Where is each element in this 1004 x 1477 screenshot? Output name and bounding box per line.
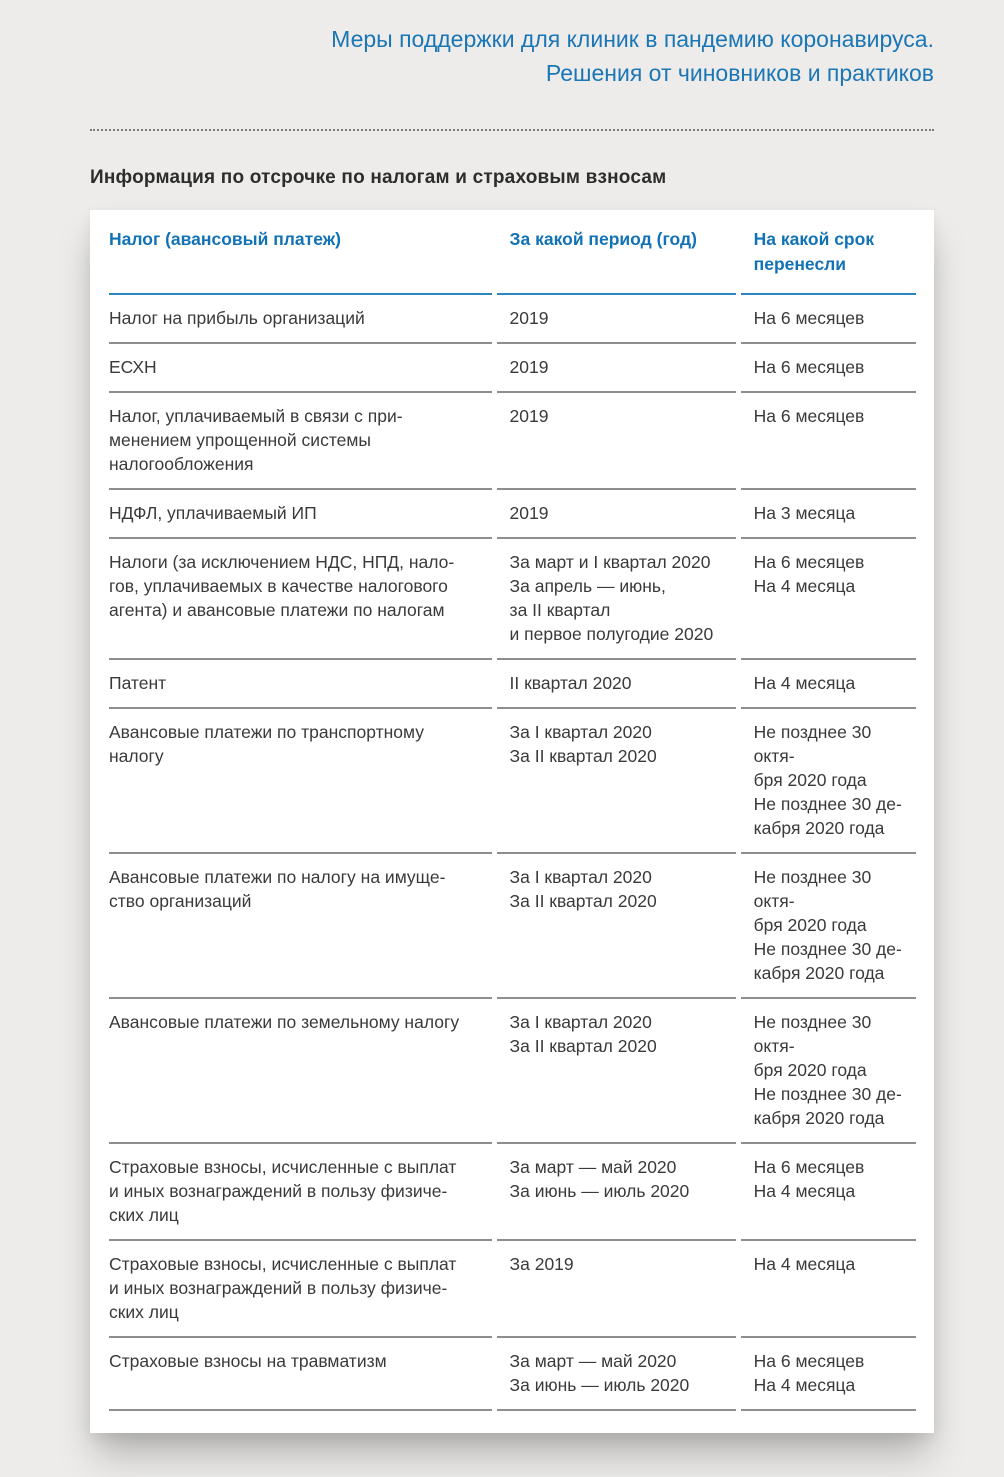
cell-term: На 6 месяцев На 4 месяца	[740, 539, 916, 660]
dotted-divider	[90, 129, 934, 131]
cell-period: За март — май 2020 За июнь — июль 2020	[496, 1338, 736, 1411]
cell-period: За март и I квартал 2020 За апрель — июн…	[496, 539, 736, 660]
cell-period: За I квартал 2020 За II квартал 2020	[496, 999, 736, 1144]
cell-term: Не позднее 30 октя- бря 2020 года Не поз…	[740, 709, 916, 854]
cell-tax: Страховые взносы на травматизм	[109, 1338, 492, 1411]
cell-tax: Налог, уплачиваемый в связи с при- менен…	[109, 393, 492, 490]
table-row: Страховые взносы, исчисленные с выплат и…	[109, 1144, 916, 1241]
cell-period: За I квартал 2020 За II квартал 2020	[496, 709, 736, 854]
cell-period: За I квартал 2020 За II квартал 2020	[496, 854, 736, 999]
cell-tax: Патент	[109, 660, 492, 709]
table-row: Страховые взносы, исчисленные с выплат и…	[109, 1241, 916, 1338]
table-row: ЕСХН 2019 На 6 месяцев	[109, 344, 916, 393]
cell-term: Не позднее 30 октя- бря 2020 года Не поз…	[740, 999, 916, 1144]
cell-period: II квартал 2020	[496, 660, 736, 709]
cell-term: На 6 месяцев	[740, 393, 916, 490]
table-row: Налог на прибыль организаций 2019 На 6 м…	[109, 295, 916, 344]
table-card: Налог (авансовый платеж) За какой период…	[90, 210, 934, 1433]
table-row: Налоги (за исключением НДС, НПД, нало- г…	[109, 539, 916, 660]
table-row: Авансовые платежи по земельному налогу З…	[109, 999, 916, 1144]
table-header-row: Налог (авансовый платеж) За какой период…	[109, 224, 916, 295]
cell-term: На 6 месяцев	[740, 295, 916, 344]
table-row: НДФЛ, уплачиваемый ИП 2019 На 3 месяца	[109, 490, 916, 539]
cell-period: 2019	[496, 295, 736, 344]
table-row: Страховые взносы на травматизм За март —…	[109, 1338, 916, 1411]
cell-tax: ЕСХН	[109, 344, 492, 393]
cell-tax: Страховые взносы, исчисленные с выплат и…	[109, 1144, 492, 1241]
cell-period: За 2019	[496, 1241, 736, 1338]
column-header-term: На какой срок перенесли	[740, 224, 916, 295]
cell-tax: Налог на прибыль организаций	[109, 295, 492, 344]
table-row: Авансовые платежи по налогу на имуще- ст…	[109, 854, 916, 999]
cell-term: На 6 месяцев На 4 месяца	[740, 1144, 916, 1241]
cell-period: 2019	[496, 344, 736, 393]
cell-tax: Налоги (за исключением НДС, НПД, нало- г…	[109, 539, 492, 660]
cell-term: Не позднее 30 октя- бря 2020 года Не поз…	[740, 854, 916, 999]
tax-deferral-table: Налог (авансовый платеж) За какой период…	[104, 224, 921, 1411]
cell-period: За март — май 2020 За июнь — июль 2020	[496, 1144, 736, 1241]
cell-tax: Страховые взносы, исчисленные с выплат и…	[109, 1241, 492, 1338]
document-title: Меры поддержки для клиник в пандемию кор…	[331, 26, 934, 86]
cell-tax: Авансовые платежи по земельному налогу	[109, 999, 492, 1144]
table-row: Налог, уплачиваемый в связи с при- менен…	[109, 393, 916, 490]
cell-term: На 6 месяцев На 4 месяца	[740, 1338, 916, 1411]
column-header-period: За какой период (год)	[496, 224, 736, 295]
column-header-tax: Налог (авансовый платеж)	[109, 224, 492, 295]
cell-term: На 4 месяца	[740, 1241, 916, 1338]
cell-term: На 3 месяца	[740, 490, 916, 539]
cell-tax: Авансовые платежи по налогу на имуще- ст…	[109, 854, 492, 999]
cell-tax: Авансовые платежи по транспортному налог…	[109, 709, 492, 854]
cell-period: 2019	[496, 490, 736, 539]
cell-term: На 6 месяцев	[740, 344, 916, 393]
table-row: Патент II квартал 2020 На 4 месяца	[109, 660, 916, 709]
cell-term: На 4 месяца	[740, 660, 916, 709]
cell-period: 2019	[496, 393, 736, 490]
content-column: Меры поддержки для клиник в пандемию кор…	[90, 0, 934, 1433]
cell-tax: НДФЛ, уплачиваемый ИП	[109, 490, 492, 539]
section-heading: Информация по отсрочке по налогам и стра…	[90, 167, 667, 188]
table-row: Авансовые платежи по транспортному налог…	[109, 709, 916, 854]
